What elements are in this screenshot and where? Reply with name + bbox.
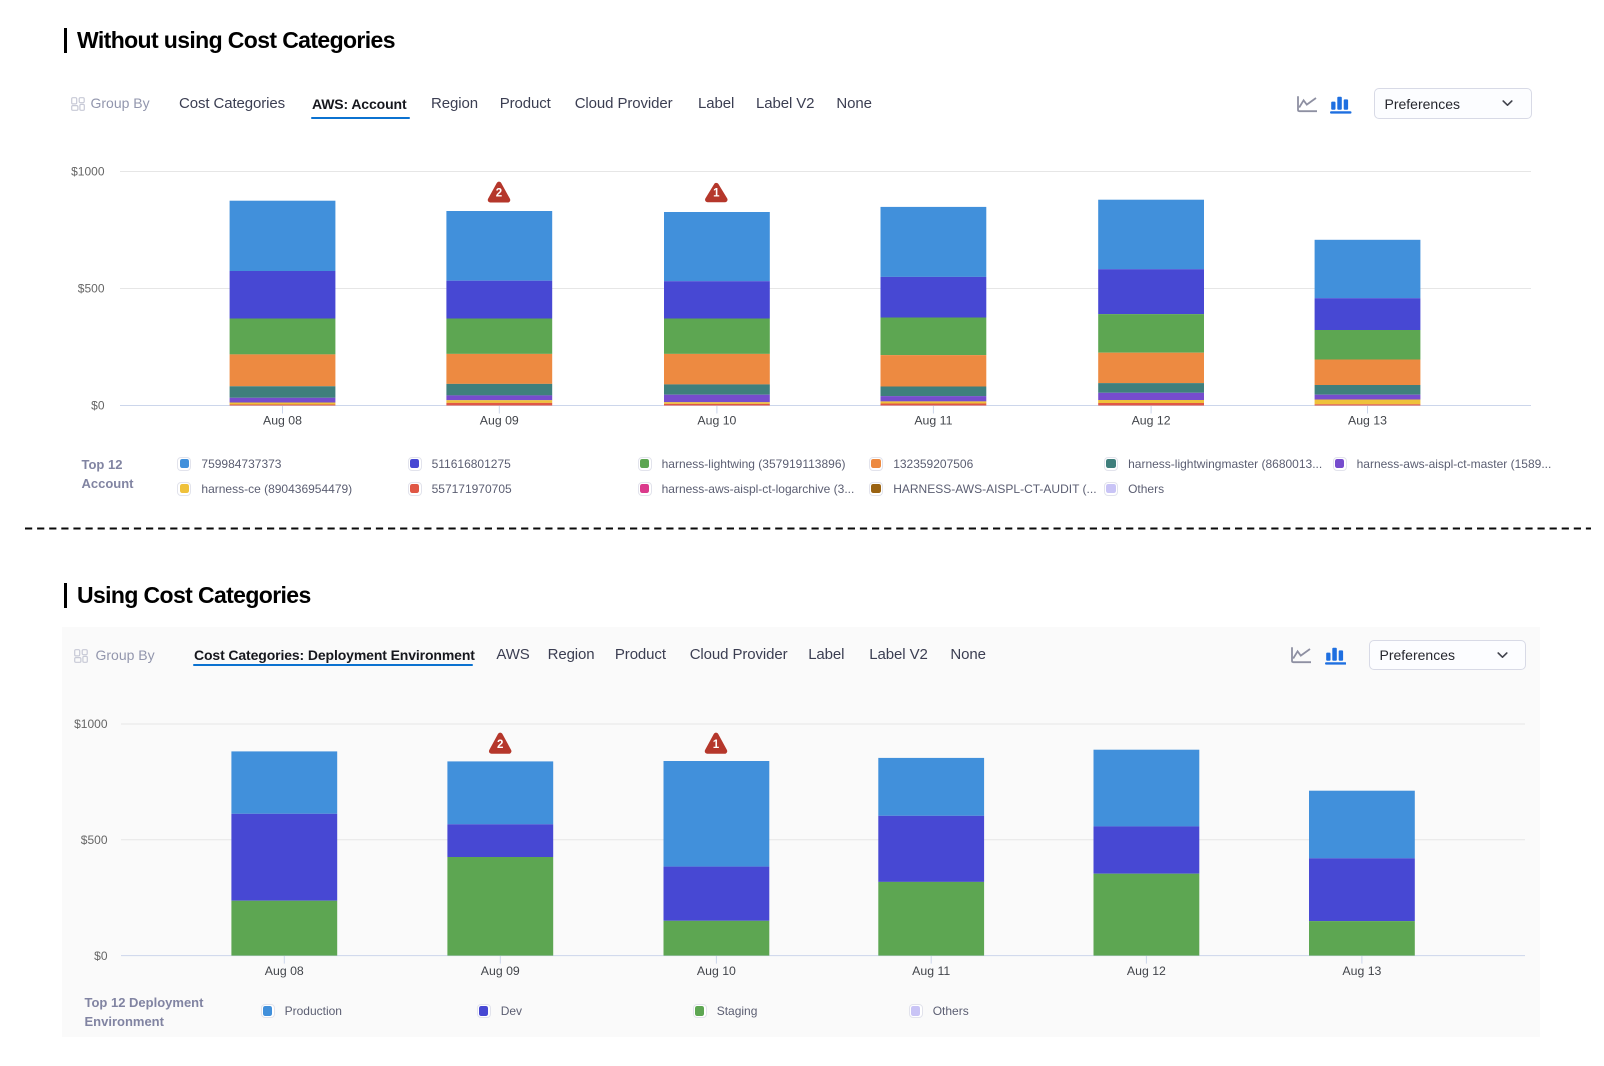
svg-text:Aug 12: Aug 12 — [1132, 414, 1171, 428]
svg-text:Aug 09: Aug 09 — [480, 414, 519, 428]
svg-text:1: 1 — [713, 739, 720, 751]
svg-text:Aug 11: Aug 11 — [912, 964, 950, 978]
svg-text:$500: $500 — [81, 833, 108, 847]
svg-text:2: 2 — [497, 739, 503, 751]
svg-text:$500: $500 — [78, 282, 105, 296]
svg-text:2: 2 — [496, 188, 502, 200]
svg-text:$0: $0 — [94, 949, 108, 963]
svg-text:$1000: $1000 — [74, 717, 108, 731]
svg-text:Aug 11: Aug 11 — [914, 414, 952, 428]
svg-text:Aug 10: Aug 10 — [697, 964, 736, 978]
svg-text:Aug 09: Aug 09 — [481, 964, 520, 978]
svg-text:$0: $0 — [91, 399, 105, 413]
svg-text:$1000: $1000 — [71, 165, 105, 179]
svg-text:Aug 12: Aug 12 — [1127, 964, 1166, 978]
svg-text:Aug 13: Aug 13 — [1348, 414, 1387, 428]
svg-text:Aug 10: Aug 10 — [697, 414, 736, 428]
svg-text:1: 1 — [713, 187, 720, 199]
svg-text:Aug 08: Aug 08 — [263, 414, 302, 428]
svg-text:Aug 13: Aug 13 — [1342, 964, 1381, 978]
svg-text:Aug 08: Aug 08 — [265, 964, 304, 978]
